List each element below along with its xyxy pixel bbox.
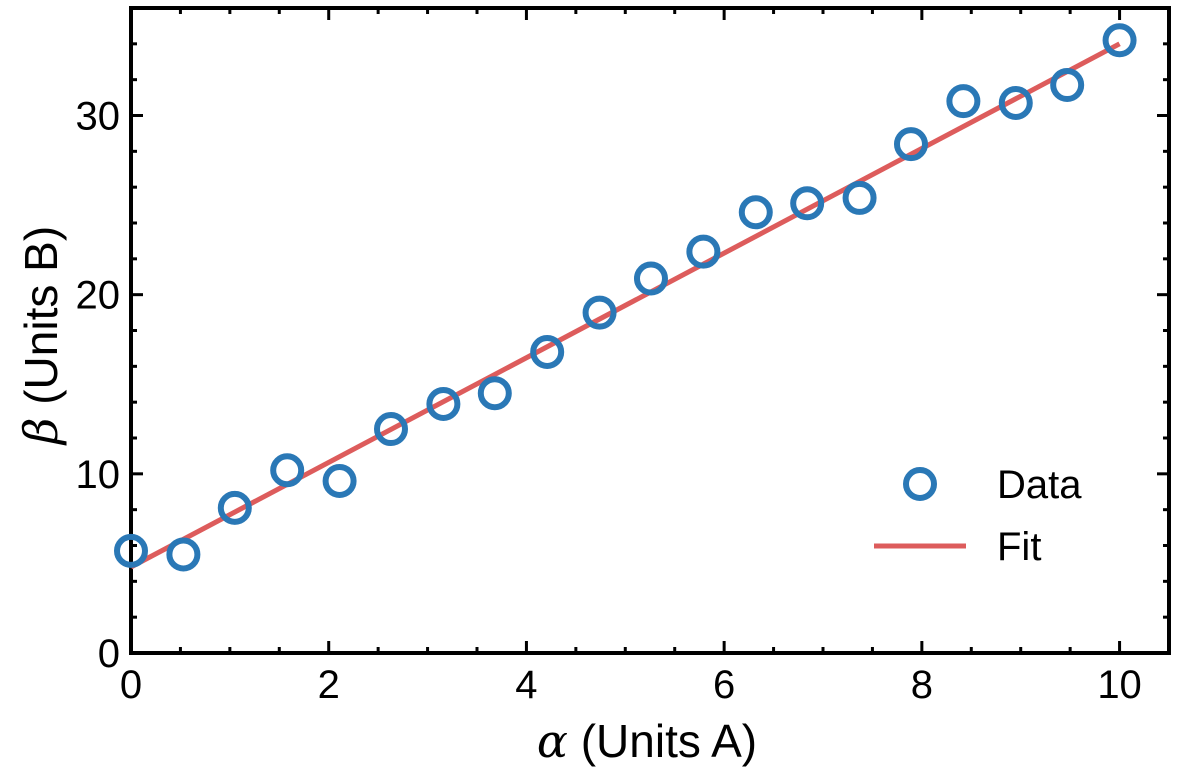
- y-axis-symbol: β: [14, 418, 68, 447]
- data-point: [842, 180, 877, 215]
- axis-tick-labels: 0 2 4 6 8 10 0 10 20 30: [76, 95, 1142, 708]
- y-axis-label: β (Units B): [14, 226, 68, 446]
- x-tick-label: 2: [318, 663, 340, 707]
- x-axis-label-text: (Units A): [568, 715, 757, 767]
- x-tick-label: 4: [515, 663, 537, 707]
- data-point: [166, 537, 201, 572]
- y-tick-label: 30: [76, 95, 121, 139]
- legend-data-label: Data: [997, 463, 1082, 507]
- data-point: [790, 186, 825, 221]
- data-point: [633, 261, 668, 296]
- data-point: [738, 195, 773, 230]
- y-tick-label: 20: [76, 274, 121, 318]
- data-point: [373, 412, 408, 447]
- data-point: [217, 490, 252, 525]
- data-point: [686, 234, 721, 269]
- x-axis-label: α (Units A): [537, 714, 757, 768]
- y-tick-label: 10: [76, 453, 121, 497]
- data-point: [582, 295, 617, 330]
- x-tick-label: 6: [713, 663, 735, 707]
- x-tick-label: 8: [911, 663, 933, 707]
- data-point: [530, 335, 565, 369]
- data-point: [1102, 23, 1137, 58]
- y-axis-label-text: (Units B): [15, 226, 67, 418]
- axis-ticks: [129, 6, 1171, 655]
- legend-fit-label: Fit: [997, 525, 1041, 569]
- data-point: [426, 386, 461, 421]
- legend-data-marker: [903, 467, 937, 501]
- series-layer: [114, 23, 1137, 572]
- x-tick-label: 10: [1097, 663, 1142, 707]
- x-axis-symbol: α: [537, 714, 568, 768]
- data-point: [322, 464, 357, 498]
- data-point: [1050, 68, 1085, 103]
- data-point: [270, 453, 305, 488]
- data-point: [998, 85, 1033, 120]
- fit-line: [129, 41, 1121, 570]
- y-tick-label: 0: [98, 632, 120, 676]
- data-point: [477, 376, 512, 411]
- x-tick-label: 0: [120, 663, 142, 707]
- legend: Data Fit: [874, 463, 1082, 569]
- data-point: [893, 127, 928, 162]
- data-point: [114, 533, 148, 568]
- data-point: [946, 84, 981, 119]
